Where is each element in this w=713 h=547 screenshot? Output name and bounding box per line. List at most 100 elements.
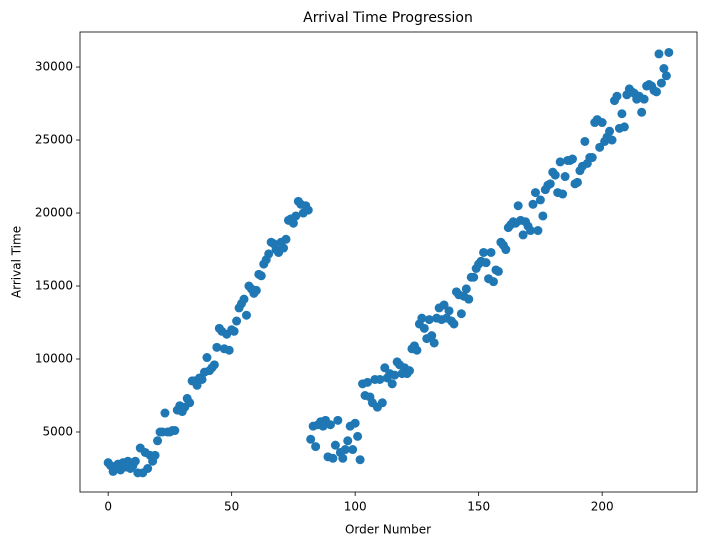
point	[256, 271, 266, 281]
point	[560, 172, 570, 182]
point	[605, 126, 615, 136]
point	[239, 294, 249, 304]
point	[639, 94, 649, 104]
point	[404, 366, 414, 376]
point	[461, 284, 471, 294]
point	[377, 398, 387, 408]
point	[143, 463, 153, 473]
point	[555, 157, 565, 167]
point	[209, 360, 219, 370]
point	[664, 47, 674, 57]
point	[488, 277, 498, 287]
point	[587, 153, 597, 163]
point	[558, 189, 568, 199]
point	[419, 323, 429, 333]
y-tick-label: 5000	[42, 425, 73, 439]
point	[486, 247, 496, 257]
y-tick-label: 20000	[35, 206, 73, 220]
point	[348, 445, 358, 455]
point	[330, 440, 340, 450]
point	[550, 170, 560, 180]
point	[661, 71, 671, 81]
point	[449, 319, 459, 329]
point	[545, 179, 555, 189]
point	[325, 420, 335, 430]
x-tick-label: 200	[591, 500, 614, 514]
point	[568, 154, 578, 164]
point	[607, 135, 617, 145]
point	[328, 453, 338, 463]
point	[424, 315, 434, 325]
chart-title: Arrival Time Progression	[303, 10, 473, 26]
point	[493, 266, 503, 276]
point	[526, 226, 536, 236]
point	[612, 91, 622, 101]
point	[353, 431, 363, 441]
point	[535, 195, 545, 205]
point	[538, 211, 548, 221]
point	[572, 177, 582, 187]
point	[311, 442, 321, 452]
y-tick-label: 25000	[35, 133, 73, 147]
point	[387, 379, 397, 389]
point	[427, 331, 437, 341]
point	[637, 107, 647, 117]
point	[279, 243, 289, 253]
point	[656, 78, 666, 88]
point	[355, 455, 365, 465]
y-tick-label: 30000	[35, 60, 73, 74]
x-tick-label: 150	[467, 500, 490, 514]
point	[501, 245, 511, 255]
x-axis-label: Order Number	[345, 523, 431, 537]
point	[375, 374, 385, 384]
point	[160, 408, 170, 418]
point	[528, 199, 538, 209]
point	[130, 456, 140, 466]
point	[659, 63, 669, 73]
y-axis-label: Arrival Time	[10, 226, 24, 298]
point	[580, 136, 590, 146]
point	[170, 426, 180, 436]
point	[333, 415, 343, 425]
point	[251, 285, 261, 295]
x-tick-label: 100	[344, 500, 367, 514]
x-tick-label: 50	[224, 500, 239, 514]
x-tick-label: 0	[104, 500, 112, 514]
y-tick-label: 10000	[35, 352, 73, 366]
point	[481, 258, 491, 268]
point	[197, 374, 207, 384]
point	[469, 272, 479, 282]
point	[619, 122, 629, 132]
point	[654, 49, 664, 59]
point	[150, 450, 160, 460]
point	[338, 453, 348, 463]
point	[153, 436, 163, 446]
point	[202, 353, 212, 363]
point	[530, 188, 540, 198]
point	[288, 218, 298, 228]
point	[444, 306, 454, 316]
point	[597, 118, 607, 128]
point	[350, 418, 360, 428]
point	[306, 434, 316, 444]
point	[390, 370, 400, 380]
point	[617, 109, 627, 119]
plot-frame	[79, 31, 698, 493]
point	[229, 326, 239, 336]
point	[518, 230, 528, 240]
point	[303, 205, 313, 215]
point	[464, 294, 474, 304]
point	[232, 316, 242, 326]
point	[343, 436, 353, 446]
point	[340, 445, 350, 455]
point	[417, 313, 427, 323]
point	[363, 377, 373, 387]
point	[533, 226, 543, 236]
point	[513, 201, 523, 211]
point	[241, 310, 251, 320]
point	[264, 249, 274, 259]
y-tick-label: 15000	[35, 279, 73, 293]
point	[456, 309, 466, 319]
point	[185, 398, 195, 408]
